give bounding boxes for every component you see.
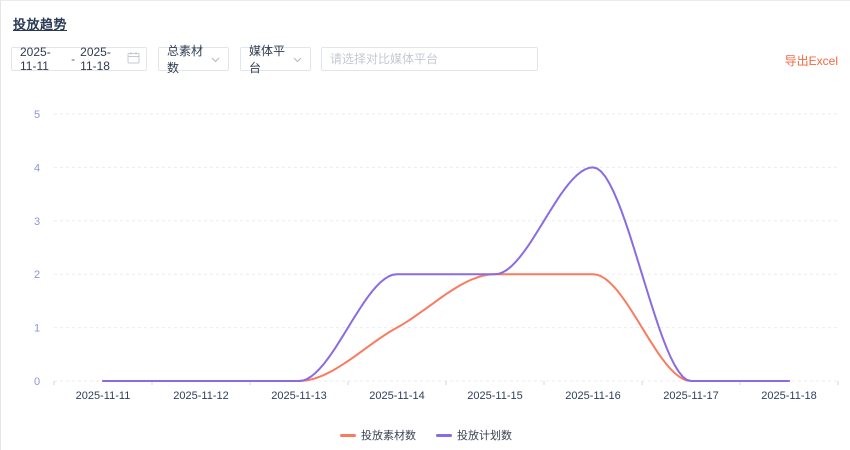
legend-label: 投放素材数 — [361, 430, 416, 442]
date-separator: - — [71, 52, 76, 66]
date-range-values: 2025-11-11 - 2025-11-18 — [20, 45, 127, 73]
date-range-picker[interactable]: 2025-11-11 - 2025-11-18 — [11, 45, 147, 73]
x-axis-label: 2025-11-16 — [565, 390, 620, 402]
legend-line-marker — [340, 433, 356, 437]
compare-platform-input[interactable] — [330, 52, 529, 66]
series-line-投放计划数 — [102, 166, 790, 382]
x-axis-label: 2025-11-15 — [467, 390, 522, 402]
trend-chart: 0 1 2 3 4 5 2025-11-11 2025-11-12 2025-11-13 2025… — [1, 89, 850, 419]
export-excel-link[interactable]: 导出Excel — [784, 54, 838, 68]
x-axis-label: 2025-11-18 — [761, 390, 816, 402]
x-axis-label: 2025-11-14 — [369, 390, 424, 402]
x-axis-label: 2025-11-11 — [76, 390, 131, 402]
calendar-icon — [127, 51, 140, 67]
x-axis-label: 2025-11-12 — [173, 390, 228, 402]
legend-line-marker — [436, 433, 452, 437]
line-chart-canvas: 0 1 2 3 4 5 2025-11-11 2025-11-12 2025-11-13 2025… — [34, 109, 839, 402]
y-axis-label: 2 — [34, 269, 40, 281]
chevron-down-icon — [293, 52, 302, 66]
legend-label: 投放计划数 — [457, 430, 512, 442]
date-end: 2025-11-18 — [80, 45, 111, 73]
y-axis-label: 4 — [34, 162, 40, 174]
chevron-down-icon — [211, 52, 220, 66]
y-axis-label: 1 — [34, 323, 40, 335]
platform-select-value: 媒体平台 — [249, 44, 286, 75]
metric-select-value: 总素材数 — [167, 44, 204, 75]
y-axis-label: 0 — [34, 376, 40, 388]
chart-legend: 投放素材数 投放计划数 — [1, 427, 850, 443]
metric-select[interactable]: 总素材数 — [158, 44, 229, 75]
legend-item-plans[interactable]: 投放计划数 — [436, 427, 512, 443]
x-axis-label: 2025-11-17 — [663, 390, 718, 402]
date-start: 2025-11-11 — [20, 45, 51, 73]
legend-item-materials[interactable]: 投放素材数 — [340, 427, 416, 443]
platform-select[interactable]: 媒体平台 — [240, 44, 311, 75]
y-axis-label: 3 — [34, 216, 40, 228]
page-title: 投放趋势 — [13, 17, 68, 32]
x-axis-label: 2025-11-13 — [271, 390, 326, 402]
compare-platform-field — [321, 47, 538, 71]
controls-row: 2025-11-11 - 2025-11-18 总素材数 媒体平台 — [1, 44, 850, 75]
y-axis-label: 5 — [34, 109, 40, 121]
